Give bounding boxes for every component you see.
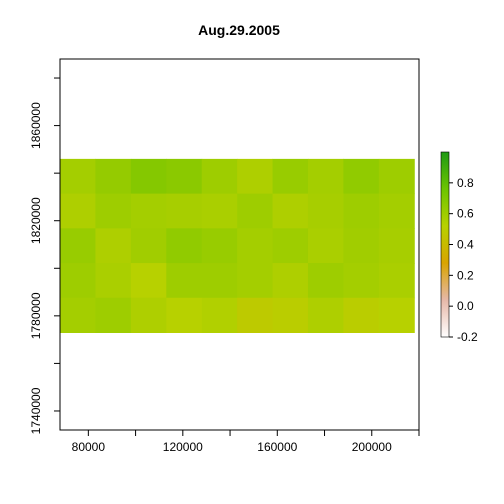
raster-cell [95, 297, 132, 333]
x-tick-label: 160000 [257, 440, 297, 454]
raster-cell [307, 158, 344, 195]
x-axis: 80000 120000 160000 200000 [72, 430, 420, 454]
raster-cell [95, 228, 132, 264]
raster-cell [378, 263, 415, 299]
raster-cell [60, 228, 96, 264]
raster-cell [166, 158, 203, 195]
raster-cell [237, 297, 274, 333]
y-tick-label: 1820000 [29, 197, 43, 244]
raster-cell [60, 263, 96, 299]
raster-cell [201, 297, 238, 333]
raster-cell [95, 263, 132, 299]
raster-cell [272, 193, 309, 229]
legend-tick-label: 0.2 [457, 268, 474, 282]
raster-cell [130, 193, 167, 229]
legend-colorbar [440, 151, 450, 338]
raster-cell [343, 228, 380, 264]
legend-tick-label: 0.6 [457, 207, 474, 221]
raster-cell [343, 158, 380, 195]
x-tick-label: 200000 [352, 440, 392, 454]
raster-layer [60, 158, 415, 333]
raster-cell [343, 263, 380, 299]
legend-tick-label: -0.2 [457, 330, 478, 344]
raster-cell [166, 193, 203, 229]
legend-tick-label: 0.0 [457, 299, 474, 313]
raster-cell [166, 297, 203, 333]
legend-tick-label: 0.8 [457, 176, 474, 190]
raster-cell [166, 228, 203, 264]
raster-cell [201, 193, 238, 229]
raster-cell [95, 193, 132, 229]
chart-title: Aug.29.2005 [198, 22, 280, 38]
raster-cell [237, 228, 274, 264]
raster-cell [272, 263, 309, 299]
y-tick-label: 1740000 [29, 387, 43, 434]
legend-tick-label: 0.4 [457, 238, 474, 252]
raster-cell [378, 297, 415, 333]
raster-cell [272, 158, 309, 195]
raster-cell [130, 158, 167, 195]
raster-cell [237, 263, 274, 299]
raster-cell [201, 158, 238, 195]
raster-cell [201, 228, 238, 264]
raster-cell [378, 228, 415, 264]
raster-cell [272, 228, 309, 264]
plot-frame [59, 58, 420, 431]
raster-cell [60, 193, 96, 229]
x-tick-label: 120000 [163, 440, 203, 454]
raster-cell [166, 263, 203, 299]
raster-cell [378, 158, 415, 195]
raster-cell [307, 297, 344, 333]
raster-cell [272, 297, 309, 333]
raster-cell [307, 193, 344, 229]
raster-cell [307, 263, 344, 299]
color-legend: -0.2 0.0 0.2 0.4 0.6 0.8 [440, 151, 478, 344]
raster-cell [201, 263, 238, 299]
raster-cell [130, 263, 167, 299]
raster-cell [237, 158, 274, 195]
raster-cell [130, 297, 167, 333]
raster-cell [237, 193, 274, 229]
raster-cell [378, 193, 415, 229]
raster-cell [343, 193, 380, 229]
y-tick-label: 1860000 [29, 102, 43, 149]
raster-cell [307, 228, 344, 264]
raster-cell [343, 297, 380, 333]
y-tick-label: 1780000 [29, 292, 43, 339]
raster-cell [130, 228, 167, 264]
raster-cell [60, 158, 96, 195]
x-tick-label: 80000 [72, 440, 106, 454]
raster-cell [95, 158, 132, 195]
raster-cell [60, 297, 96, 333]
y-axis: 1740000 1780000 1820000 1860000 [29, 77, 60, 434]
